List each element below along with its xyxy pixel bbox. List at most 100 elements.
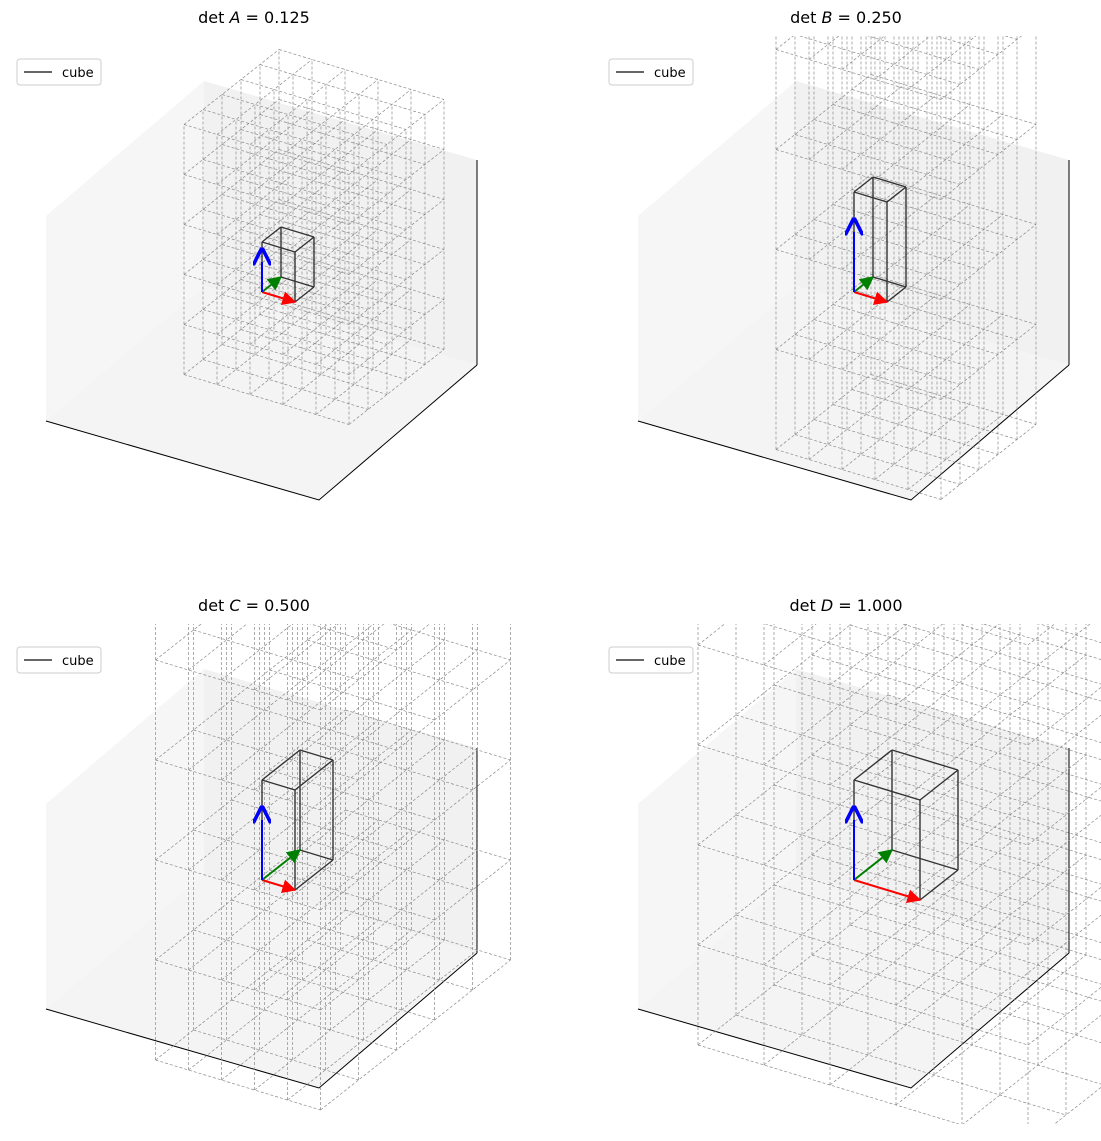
grid-line <box>1027 686 1101 746</box>
grid-line <box>320 959 511 1111</box>
grid-line <box>874 104 971 180</box>
basis-vectors <box>261 820 302 894</box>
grid-line <box>794 134 961 185</box>
cube-edge <box>919 769 959 801</box>
grid-line <box>798 36 961 85</box>
grid-line <box>231 799 397 851</box>
grid-line <box>940 36 1022 100</box>
grid-line <box>348 199 445 275</box>
grid-line <box>957 624 1029 646</box>
grid-line <box>390 624 511 661</box>
grid-line <box>221 829 412 981</box>
grid-line <box>221 344 388 395</box>
grid-line <box>813 119 980 170</box>
grid-line <box>348 299 445 375</box>
x-basis-arrow <box>853 879 922 904</box>
grid-line <box>287 949 478 1101</box>
grid-line <box>202 159 369 210</box>
y-basis-arrow <box>853 849 894 881</box>
x-basis-arrow <box>261 879 297 894</box>
grid-line <box>315 289 412 365</box>
legend: cube <box>608 646 694 674</box>
legend-label: cube <box>62 66 94 81</box>
subplot-title: det C = 0.500 <box>198 596 310 615</box>
grid-line <box>874 204 971 280</box>
grid-line <box>907 414 1004 490</box>
grid-line <box>221 624 293 681</box>
subplot-2: det B = 0.250 cube <box>608 8 1070 501</box>
grid-line <box>216 209 313 285</box>
grid-line <box>697 624 852 746</box>
grid-line <box>874 404 971 480</box>
grid-line <box>320 859 511 1011</box>
grid-line <box>183 324 350 375</box>
grid-line <box>282 329 379 405</box>
grid-line <box>763 814 955 966</box>
cube-edge <box>853 191 888 203</box>
grid-line <box>287 624 385 701</box>
pane-floor <box>638 286 1069 500</box>
grid-line <box>240 329 407 380</box>
pane-left <box>638 81 796 421</box>
grid-line <box>763 624 944 766</box>
grid-line <box>763 714 955 866</box>
grid-line <box>320 759 511 911</box>
grid-line <box>849 924 1101 1002</box>
grid-line <box>287 849 478 1001</box>
transformed-grid <box>155 460 511 1111</box>
grid-line <box>216 159 313 235</box>
cube-edge <box>886 286 907 303</box>
cube-edge <box>261 226 282 243</box>
grid-line <box>278 299 445 350</box>
grid-line <box>870 374 1037 425</box>
legend: cube <box>16 646 102 674</box>
grid-line <box>193 1029 359 1081</box>
pane-left <box>638 669 796 1009</box>
cube-edge <box>853 749 893 781</box>
grid-line <box>811 854 1101 943</box>
grid-line <box>321 460 511 610</box>
grid-line <box>813 319 980 370</box>
grid-line <box>183 49 280 125</box>
grid-line <box>259 114 426 165</box>
grid-line <box>775 174 872 250</box>
cube-edge <box>891 749 959 771</box>
grid-line <box>315 339 412 415</box>
grid-line <box>183 299 280 375</box>
grid-line <box>811 654 1101 743</box>
grid-line <box>249 69 346 145</box>
grid-line <box>183 374 350 425</box>
grid-line <box>155 909 346 1061</box>
grid-line <box>188 624 374 771</box>
basis-vectors <box>262 262 297 306</box>
grid-line <box>249 269 346 345</box>
grid-line <box>851 189 1018 240</box>
grid-line <box>829 734 1021 886</box>
grid-line <box>216 309 313 385</box>
grid-line <box>320 659 511 811</box>
grid-line <box>895 754 1087 906</box>
grid-line <box>287 749 478 901</box>
axes-panes <box>45 669 478 1089</box>
cube-edge <box>886 186 907 203</box>
grid-line <box>811 754 1101 843</box>
pane-back <box>796 669 1069 953</box>
grid-line <box>155 709 346 861</box>
cube-edge <box>294 236 315 253</box>
grid-line <box>1027 886 1101 946</box>
grid-line <box>282 129 379 205</box>
legend-box <box>16 646 102 674</box>
grid-line <box>841 194 938 270</box>
grid-line <box>867 36 980 70</box>
grid-line <box>1038 624 1101 643</box>
grid-line <box>188 819 379 971</box>
grid-line <box>895 624 1000 706</box>
grid-line <box>870 74 1037 125</box>
grid-line <box>907 36 977 90</box>
grid-line <box>221 244 388 295</box>
grid-line <box>808 36 840 60</box>
grid-line <box>874 304 971 380</box>
grid-line <box>282 79 379 155</box>
grid-line <box>348 249 445 325</box>
grid-line <box>307 639 473 691</box>
